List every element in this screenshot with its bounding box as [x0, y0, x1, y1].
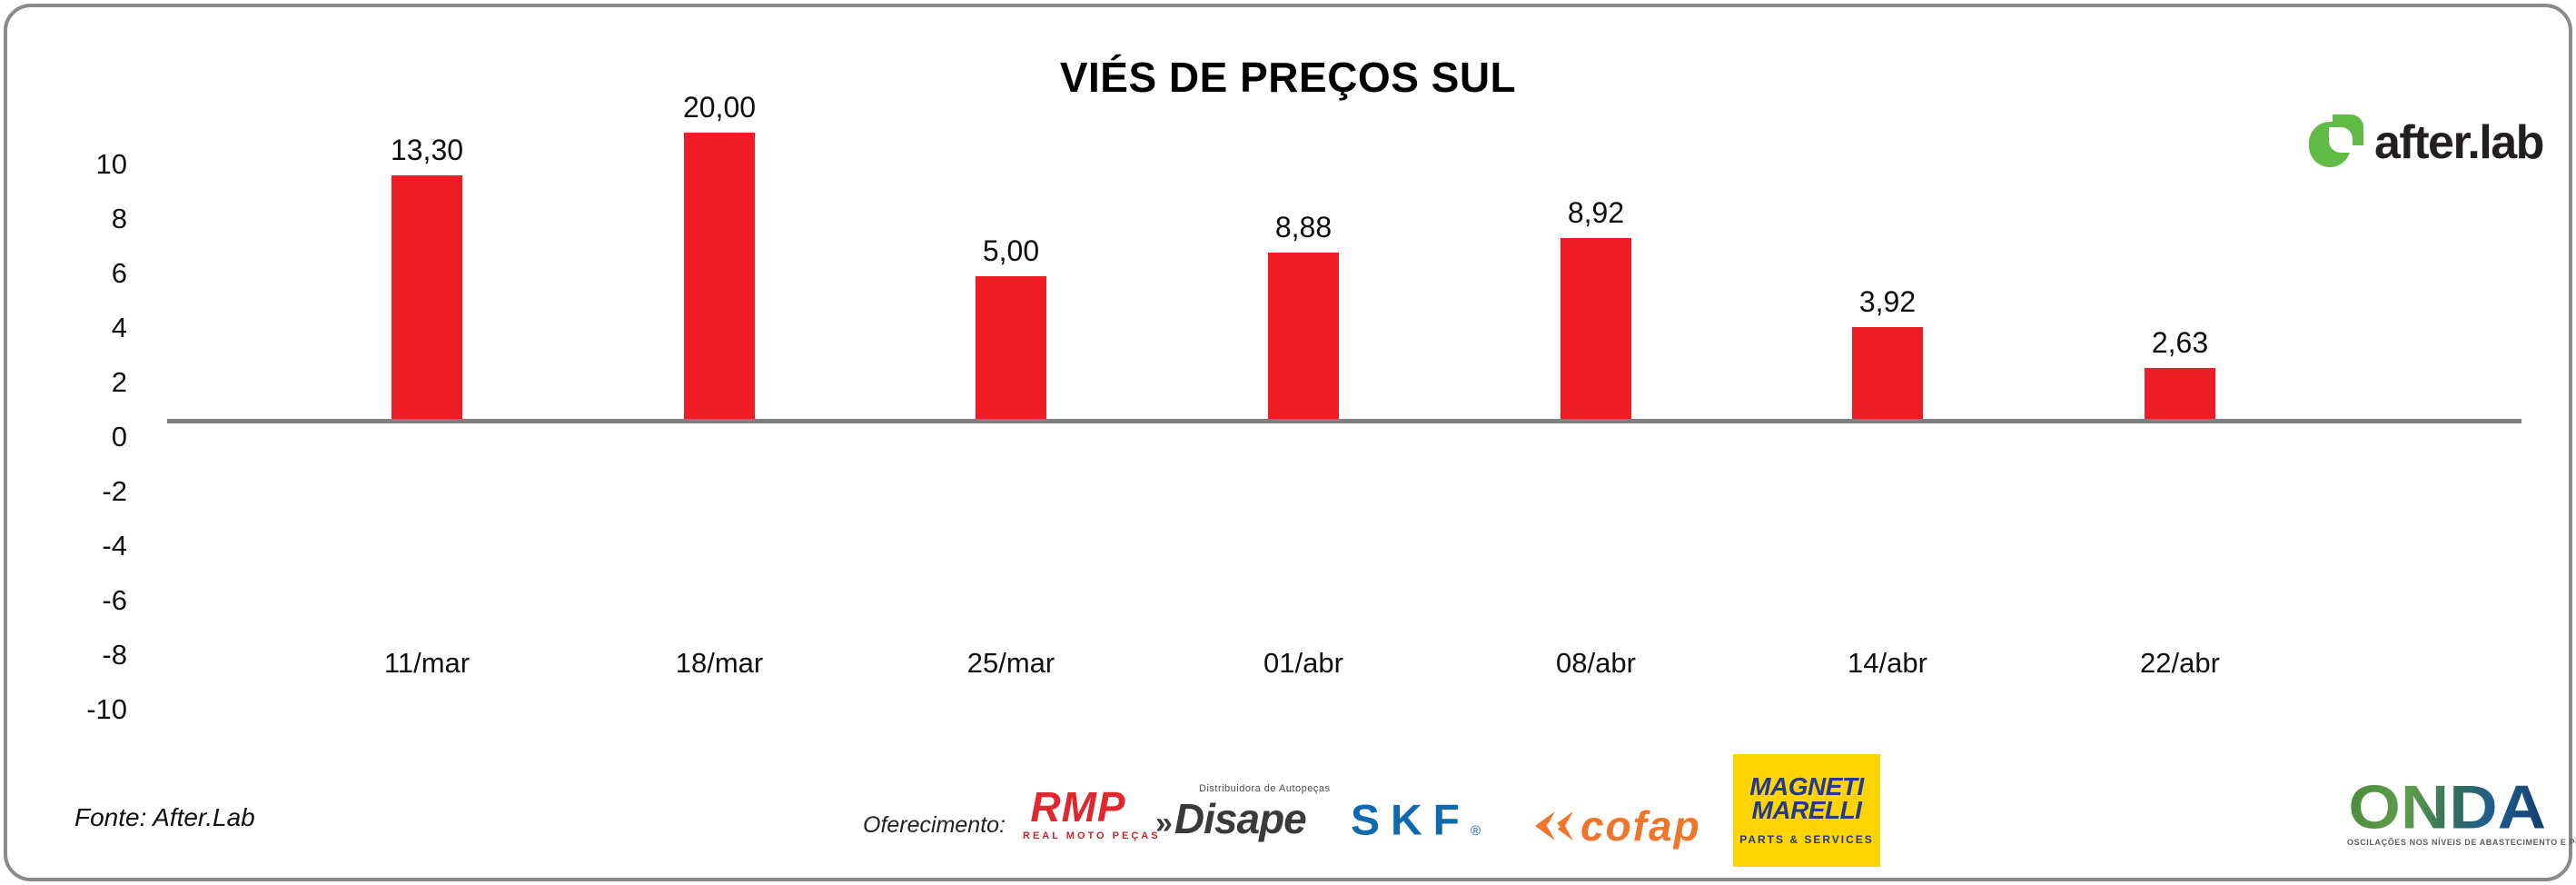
onda-logo-text: ONDA: [2348, 772, 2546, 841]
bar-value-label: 5,00: [982, 234, 1040, 267]
x-tick-label: 08/abr: [1556, 647, 1636, 679]
y-tick-label: -10: [86, 693, 127, 725]
disape-chevron-icon: »: [1155, 806, 1173, 840]
rmp-logo-subtitle: REAL MOTO PEÇAS: [1023, 830, 1161, 841]
sponsor-disape-logo: Distribuidora de Autopeças » Disape: [1155, 783, 1331, 843]
x-tick-label: 11/mar: [383, 647, 471, 679]
x-tick-label: 22/abr: [2140, 647, 2220, 679]
bar-value-label: 8,92: [1567, 196, 1625, 229]
afterlab-logo: after.lab: [2309, 111, 2563, 174]
y-tick-label: -6: [102, 584, 127, 616]
cofap-logo-text: cofap: [1580, 802, 1701, 850]
x-tick-label: 18/mar: [675, 647, 764, 679]
y-tick-label: -2: [102, 475, 127, 507]
bar: [1560, 238, 1631, 419]
marelli-logo-line1: MAGNETI: [1749, 772, 1864, 800]
bar: [976, 276, 1046, 419]
bar: [2145, 368, 2215, 419]
zero-axis-line: [167, 419, 2522, 423]
sponsor-cofap-logo: cofap: [1533, 801, 1701, 850]
disape-logo-text: Disape: [1174, 795, 1307, 842]
skf-logo-text: SKF: [1351, 797, 1471, 845]
bar: [1268, 253, 1339, 419]
chart-title: VIÉS DE PREÇOS SUL: [1059, 54, 1517, 101]
offered-by-label: Oferecimento:: [863, 812, 1006, 838]
bar-value-label: 20,00: [682, 91, 757, 124]
card-border: [4, 4, 2572, 881]
disape-logo-subtitle: Distribuidora de Autopeças: [1199, 783, 1331, 794]
rmp-logo-text: RMP: [1030, 783, 1126, 830]
sponsor-magneti-marelli-logo: MAGNETI MARELLI PARTS & SERVICES: [1733, 754, 1880, 867]
cofap-arrow-icon: [1535, 811, 1573, 840]
afterlab-leaf-icon: [2309, 114, 2365, 171]
x-tick-label: 01/abr: [1263, 647, 1343, 679]
skf-registered-mark: ®: [1471, 823, 1481, 839]
bar: [684, 133, 755, 419]
x-tick-label: 14/abr: [1848, 647, 1927, 679]
sponsor-rmp-logo: RMP REAL MOTO PEÇAS: [1023, 783, 1161, 841]
y-tick-label: -8: [102, 639, 127, 671]
y-tick-label: -4: [102, 530, 127, 562]
onda-logo-tagline: OSCILAÇÕES NOS NÍVEIS DE ABASTECIMENTO E…: [2347, 838, 2576, 847]
bar-value-label: 13,30: [390, 134, 464, 166]
y-tick-label: 0: [111, 421, 127, 452]
bar-value-label: 2,63: [2151, 326, 2209, 359]
source-note: Fonte: After.Lab: [74, 803, 255, 831]
x-tick-label: 25/mar: [966, 647, 1055, 679]
y-tick-label: 2: [111, 366, 127, 398]
afterlab-logo-text: after.lab: [2374, 116, 2544, 169]
y-tick-label: 10: [95, 148, 127, 180]
bar: [391, 175, 462, 419]
bar: [1852, 327, 1923, 419]
y-tick-label: 4: [111, 312, 127, 343]
marelli-logo-line3: PARTS & SERVICES: [1739, 833, 1874, 846]
y-tick-label: 6: [111, 257, 127, 289]
y-tick-label: 8: [111, 203, 127, 234]
marelli-logo-line2: MARELLI: [1751, 796, 1862, 824]
sponsor-skf-logo: SKF®: [1351, 796, 1481, 846]
bar-value-label: 3,92: [1858, 285, 1917, 318]
bar-value-label: 8,88: [1274, 211, 1333, 244]
sponsor-onda-logo: ONDA OSCILAÇÕES NOS NÍVEIS DE ABASTECIME…: [2347, 772, 2576, 847]
